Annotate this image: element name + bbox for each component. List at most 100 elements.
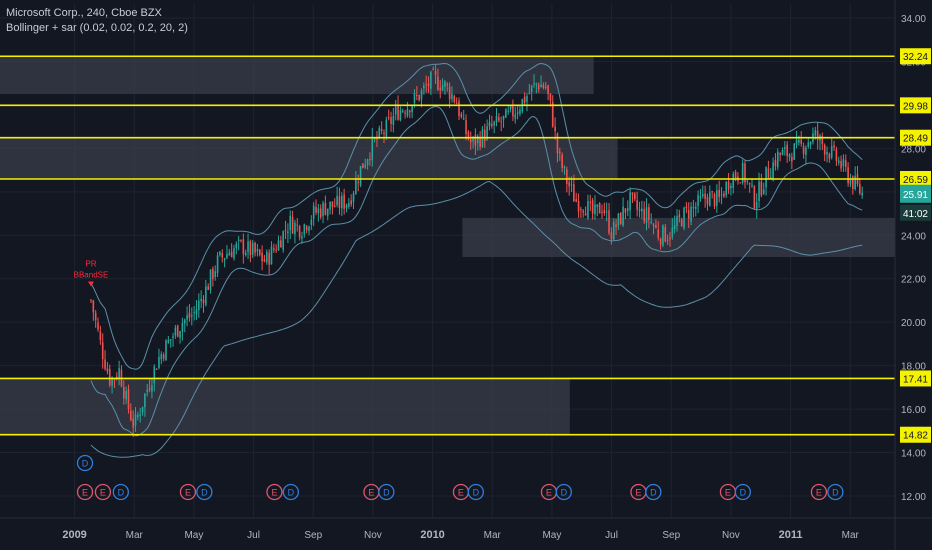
dividend-marker[interactable] — [734, 483, 751, 501]
candle-body — [723, 193, 725, 197]
event-marker-label: D — [650, 488, 657, 498]
candle-body — [392, 115, 395, 125]
earnings-marker[interactable] — [810, 483, 828, 501]
candle-body — [329, 201, 331, 210]
event-marker-label: D — [288, 488, 295, 498]
candle-body — [357, 181, 360, 183]
dividend-marker[interactable] — [645, 483, 662, 501]
candle-body — [423, 85, 425, 89]
sr-zone — [462, 217, 895, 257]
sr-zone — [0, 56, 594, 95]
candle-body — [362, 163, 364, 169]
candle-body — [784, 147, 786, 150]
candle-body — [725, 182, 728, 196]
dividend-marker[interactable] — [112, 483, 129, 501]
candle-body — [207, 286, 209, 290]
dividend-marker[interactable] — [76, 454, 94, 472]
candle-body — [261, 252, 263, 262]
candle-body — [751, 184, 753, 187]
candle-body — [355, 179, 357, 194]
candle-body — [174, 327, 177, 336]
event-marker-label: D — [201, 488, 208, 498]
candle-body — [779, 152, 781, 155]
earnings-marker[interactable] — [179, 483, 197, 501]
candle-body — [798, 139, 800, 143]
candle-body — [99, 331, 102, 341]
candle-body — [746, 180, 749, 182]
candle-body — [458, 100, 460, 117]
candle-body — [795, 139, 798, 145]
candle-body — [254, 242, 256, 253]
candle-body — [284, 230, 287, 232]
candle-body — [655, 225, 657, 228]
candle-body — [704, 193, 706, 199]
candle-body — [852, 176, 854, 189]
candle-body — [418, 95, 420, 101]
level-label: 32.24 — [903, 52, 928, 63]
candle-body — [130, 410, 132, 421]
dividend-marker[interactable] — [827, 483, 844, 501]
event-marker-label: E — [546, 488, 552, 498]
candle-body — [666, 239, 669, 241]
candle-body — [162, 354, 165, 359]
candle-body — [596, 204, 599, 208]
level-label: 17.41 — [903, 374, 928, 385]
candle-body — [282, 231, 285, 250]
level-label-bg — [900, 97, 931, 114]
candle-body — [132, 418, 134, 428]
price-tick-label: 14.00 — [901, 449, 926, 460]
time-tick-label: Nov — [722, 530, 740, 541]
candle-body — [753, 186, 756, 209]
candle-body — [507, 110, 510, 112]
candle-body — [97, 322, 99, 330]
candle-body — [551, 101, 554, 127]
dividend-marker[interactable] — [282, 483, 300, 501]
symbol-title[interactable]: Microsoft Corp., 240, Cboe BZX — [6, 7, 162, 19]
candle-body — [352, 193, 355, 202]
candle-body — [336, 195, 338, 206]
bollinger-lower-band — [90, 105, 863, 437]
candle-body — [840, 161, 842, 169]
candle-body — [394, 106, 397, 115]
candle-body — [331, 201, 334, 207]
candle-body — [589, 201, 592, 203]
candle-body — [416, 94, 418, 96]
time-axis[interactable] — [0, 518, 932, 550]
signal-arrow — [87, 281, 94, 287]
level-label: 14.82 — [903, 431, 928, 442]
candle-body — [809, 142, 812, 145]
event-marker-label: E — [635, 488, 641, 498]
earnings-marker[interactable] — [266, 483, 283, 501]
candle-body — [366, 159, 369, 165]
candle-body — [476, 135, 479, 144]
price-axis[interactable] — [895, 0, 932, 550]
candle-body — [568, 182, 570, 187]
candle-body — [495, 116, 498, 123]
candle-body — [214, 271, 217, 277]
candle-body — [519, 109, 521, 114]
event-marker-label: D — [383, 488, 390, 498]
candle-body — [195, 309, 198, 315]
candle-body — [289, 215, 292, 231]
candle-body — [512, 104, 514, 117]
dividend-marker[interactable] — [555, 483, 572, 501]
indicator-title[interactable]: Bollinger + sar (0.02, 0.02, 0.2, 20, 2) — [6, 22, 188, 34]
earnings-marker[interactable] — [94, 483, 112, 501]
price-tick-label: 34.00 — [901, 14, 926, 25]
dividend-marker[interactable] — [467, 483, 484, 501]
level-label-bg — [900, 129, 931, 146]
dividend-marker[interactable] — [196, 483, 213, 501]
candle-body — [200, 298, 202, 302]
candle-body — [467, 131, 470, 139]
time-tick-label: 2010 — [420, 529, 444, 541]
candle-body — [291, 216, 294, 234]
candle-body — [828, 153, 831, 159]
price-tick-label: 24.00 — [901, 231, 926, 242]
candle-body — [608, 210, 610, 234]
earnings-marker[interactable] — [76, 483, 94, 501]
level-label-bg — [900, 370, 931, 387]
dividend-marker[interactable] — [378, 483, 395, 501]
candle-body — [767, 168, 770, 178]
